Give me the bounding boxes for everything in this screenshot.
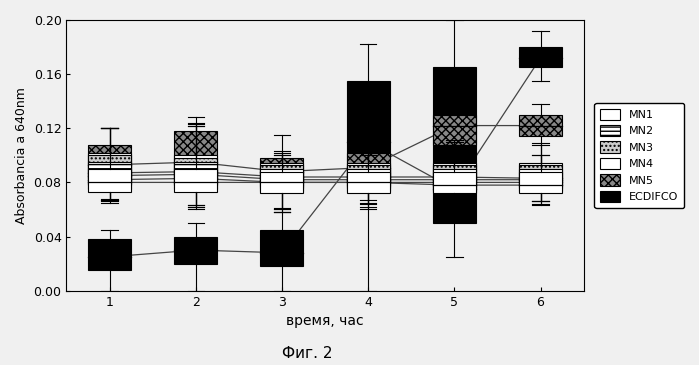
Bar bbox=[88, 145, 131, 178]
Bar bbox=[88, 153, 131, 184]
Legend: MN1, MN2, MN3, MN4, MN5, ECDIFCO: MN1, MN2, MN3, MN4, MN5, ECDIFCO bbox=[594, 103, 684, 208]
Bar bbox=[174, 237, 217, 264]
Text: Фиг. 2: Фиг. 2 bbox=[282, 346, 333, 361]
Bar bbox=[261, 172, 303, 193]
Bar bbox=[519, 165, 562, 188]
Bar bbox=[347, 172, 389, 193]
Bar bbox=[174, 169, 217, 192]
Bar bbox=[433, 169, 476, 191]
Bar bbox=[433, 164, 476, 187]
Bar bbox=[88, 162, 131, 189]
Bar bbox=[519, 115, 562, 137]
Bar bbox=[433, 165, 476, 188]
Bar bbox=[88, 169, 131, 192]
X-axis label: время, час: время, час bbox=[286, 314, 364, 328]
Bar bbox=[519, 47, 562, 68]
Bar bbox=[347, 169, 389, 191]
Bar bbox=[519, 164, 562, 187]
Bar bbox=[261, 230, 303, 266]
Bar bbox=[174, 162, 217, 189]
Bar bbox=[174, 158, 217, 185]
Bar bbox=[174, 131, 217, 176]
Bar bbox=[88, 155, 131, 185]
Bar bbox=[347, 81, 389, 182]
Bar bbox=[433, 172, 476, 193]
Bar bbox=[347, 164, 389, 187]
Bar bbox=[261, 158, 303, 182]
Bar bbox=[261, 164, 303, 187]
Bar bbox=[347, 153, 389, 178]
Bar bbox=[433, 68, 476, 223]
Bar bbox=[261, 169, 303, 191]
Bar bbox=[433, 115, 476, 145]
Bar bbox=[88, 239, 131, 270]
Bar bbox=[519, 172, 562, 193]
Y-axis label: Absorbancia a 640nm: Absorbancia a 640nm bbox=[15, 87, 28, 224]
Bar bbox=[347, 165, 389, 188]
Bar bbox=[261, 165, 303, 188]
Bar bbox=[174, 155, 217, 184]
Bar bbox=[519, 169, 562, 191]
